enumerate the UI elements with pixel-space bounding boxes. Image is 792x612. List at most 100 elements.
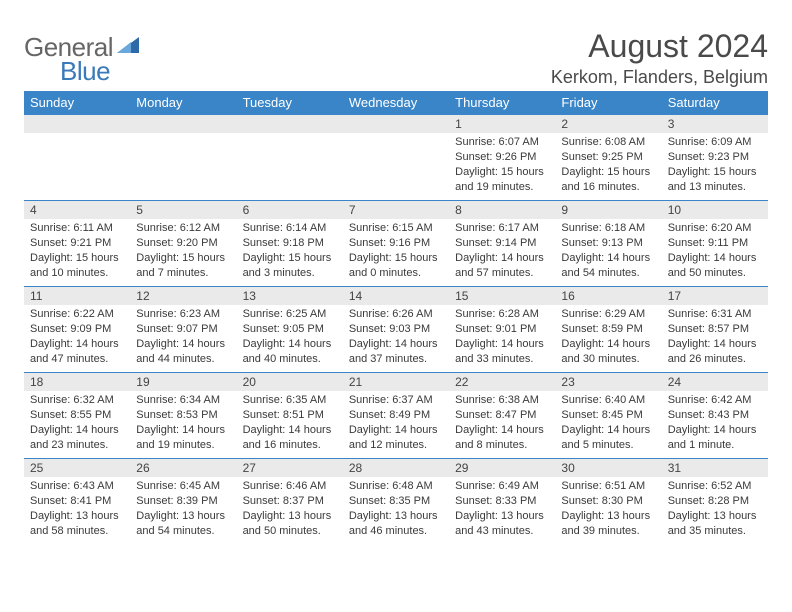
day-details: Sunrise: 6:23 AMSunset: 9:07 PMDaylight:… — [130, 305, 236, 370]
daylight-line: Daylight: 15 hours and 19 minutes. — [455, 165, 549, 195]
calendar-table: SundayMondayTuesdayWednesdayThursdayFrid… — [24, 91, 768, 545]
sunrise-line: Sunrise: 6:43 AM — [30, 479, 124, 494]
daylight-line: Daylight: 14 hours and 47 minutes. — [30, 337, 124, 367]
month-title: August 2024 — [551, 28, 768, 65]
calendar-cell — [24, 115, 130, 201]
sunrise-line: Sunrise: 6:48 AM — [349, 479, 443, 494]
sunrise-line: Sunrise: 6:52 AM — [668, 479, 762, 494]
day-number: 8 — [449, 201, 555, 219]
sunset-line: Sunset: 8:53 PM — [136, 408, 230, 423]
sunrise-line: Sunrise: 6:14 AM — [243, 221, 337, 236]
daylight-line: Daylight: 14 hours and 50 minutes. — [668, 251, 762, 281]
sunrise-line: Sunrise: 6:35 AM — [243, 393, 337, 408]
sunset-line: Sunset: 9:21 PM — [30, 236, 124, 251]
calendar-cell: 9Sunrise: 6:18 AMSunset: 9:13 PMDaylight… — [555, 201, 661, 287]
dayname-row: SundayMondayTuesdayWednesdayThursdayFrid… — [24, 91, 768, 115]
calendar-cell: 6Sunrise: 6:14 AMSunset: 9:18 PMDaylight… — [237, 201, 343, 287]
day-number: 22 — [449, 373, 555, 391]
calendar-cell: 22Sunrise: 6:38 AMSunset: 8:47 PMDayligh… — [449, 373, 555, 459]
calendar-cell: 23Sunrise: 6:40 AMSunset: 8:45 PMDayligh… — [555, 373, 661, 459]
calendar-cell: 10Sunrise: 6:20 AMSunset: 9:11 PMDayligh… — [662, 201, 768, 287]
sunrise-line: Sunrise: 6:46 AM — [243, 479, 337, 494]
sunset-line: Sunset: 9:09 PM — [30, 322, 124, 337]
sunset-line: Sunset: 8:45 PM — [561, 408, 655, 423]
calendar-cell: 2Sunrise: 6:08 AMSunset: 9:25 PMDaylight… — [555, 115, 661, 201]
calendar-cell: 11Sunrise: 6:22 AMSunset: 9:09 PMDayligh… — [24, 287, 130, 373]
dayname-wednesday: Wednesday — [343, 91, 449, 115]
calendar-cell: 20Sunrise: 6:35 AMSunset: 8:51 PMDayligh… — [237, 373, 343, 459]
sunset-line: Sunset: 9:18 PM — [243, 236, 337, 251]
sunrise-line: Sunrise: 6:26 AM — [349, 307, 443, 322]
daylight-line: Daylight: 14 hours and 8 minutes. — [455, 423, 549, 453]
sunrise-line: Sunrise: 6:09 AM — [668, 135, 762, 150]
sunrise-line: Sunrise: 6:31 AM — [668, 307, 762, 322]
daylight-line: Daylight: 14 hours and 30 minutes. — [561, 337, 655, 367]
sunrise-line: Sunrise: 6:32 AM — [30, 393, 124, 408]
calendar-cell: 16Sunrise: 6:29 AMSunset: 8:59 PMDayligh… — [555, 287, 661, 373]
day-number: 28 — [343, 459, 449, 477]
sunset-line: Sunset: 8:43 PM — [668, 408, 762, 423]
day-details: Sunrise: 6:22 AMSunset: 9:09 PMDaylight:… — [24, 305, 130, 370]
sunrise-line: Sunrise: 6:08 AM — [561, 135, 655, 150]
sunset-line: Sunset: 9:25 PM — [561, 150, 655, 165]
day-details: Sunrise: 6:15 AMSunset: 9:16 PMDaylight:… — [343, 219, 449, 284]
day-details: Sunrise: 6:11 AMSunset: 9:21 PMDaylight:… — [24, 219, 130, 284]
sunrise-line: Sunrise: 6:15 AM — [349, 221, 443, 236]
logo-mark-icon — [117, 35, 139, 60]
daylight-line: Daylight: 15 hours and 10 minutes. — [30, 251, 124, 281]
sunset-line: Sunset: 9:20 PM — [136, 236, 230, 251]
sunrise-line: Sunrise: 6:38 AM — [455, 393, 549, 408]
empty-day — [237, 115, 343, 133]
sunset-line: Sunset: 8:49 PM — [349, 408, 443, 423]
daylight-line: Daylight: 14 hours and 1 minute. — [668, 423, 762, 453]
calendar-cell — [343, 115, 449, 201]
daylight-line: Daylight: 13 hours and 39 minutes. — [561, 509, 655, 539]
sunset-line: Sunset: 8:33 PM — [455, 494, 549, 509]
sunrise-line: Sunrise: 6:18 AM — [561, 221, 655, 236]
calendar-cell: 13Sunrise: 6:25 AMSunset: 9:05 PMDayligh… — [237, 287, 343, 373]
logo-text-blue: Blue — [60, 56, 110, 87]
day-details: Sunrise: 6:29 AMSunset: 8:59 PMDaylight:… — [555, 305, 661, 370]
calendar-row: 25Sunrise: 6:43 AMSunset: 8:41 PMDayligh… — [24, 459, 768, 545]
calendar-cell: 17Sunrise: 6:31 AMSunset: 8:57 PMDayligh… — [662, 287, 768, 373]
calendar-cell: 29Sunrise: 6:49 AMSunset: 8:33 PMDayligh… — [449, 459, 555, 545]
dayname-monday: Monday — [130, 91, 236, 115]
day-number: 19 — [130, 373, 236, 391]
calendar-cell — [130, 115, 236, 201]
day-details: Sunrise: 6:40 AMSunset: 8:45 PMDaylight:… — [555, 391, 661, 456]
day-details: Sunrise: 6:20 AMSunset: 9:11 PMDaylight:… — [662, 219, 768, 284]
daylight-line: Daylight: 14 hours and 12 minutes. — [349, 423, 443, 453]
sunset-line: Sunset: 9:03 PM — [349, 322, 443, 337]
day-number: 1 — [449, 115, 555, 133]
daylight-line: Daylight: 15 hours and 7 minutes. — [136, 251, 230, 281]
location: Kerkom, Flanders, Belgium — [551, 67, 768, 88]
sunset-line: Sunset: 9:11 PM — [668, 236, 762, 251]
sunset-line: Sunset: 8:59 PM — [561, 322, 655, 337]
calendar-cell: 8Sunrise: 6:17 AMSunset: 9:14 PMDaylight… — [449, 201, 555, 287]
day-details: Sunrise: 6:14 AMSunset: 9:18 PMDaylight:… — [237, 219, 343, 284]
day-details: Sunrise: 6:31 AMSunset: 8:57 PMDaylight:… — [662, 305, 768, 370]
sunset-line: Sunset: 8:57 PM — [668, 322, 762, 337]
calendar-cell — [237, 115, 343, 201]
daylight-line: Daylight: 14 hours and 23 minutes. — [30, 423, 124, 453]
day-number: 10 — [662, 201, 768, 219]
calendar-cell: 18Sunrise: 6:32 AMSunset: 8:55 PMDayligh… — [24, 373, 130, 459]
calendar-cell: 28Sunrise: 6:48 AMSunset: 8:35 PMDayligh… — [343, 459, 449, 545]
daylight-line: Daylight: 14 hours and 33 minutes. — [455, 337, 549, 367]
day-number: 26 — [130, 459, 236, 477]
daylight-line: Daylight: 15 hours and 0 minutes. — [349, 251, 443, 281]
day-number: 31 — [662, 459, 768, 477]
daylight-line: Daylight: 14 hours and 54 minutes. — [561, 251, 655, 281]
day-details: Sunrise: 6:43 AMSunset: 8:41 PMDaylight:… — [24, 477, 130, 542]
day-details: Sunrise: 6:34 AMSunset: 8:53 PMDaylight:… — [130, 391, 236, 456]
calendar-cell: 3Sunrise: 6:09 AMSunset: 9:23 PMDaylight… — [662, 115, 768, 201]
day-number: 3 — [662, 115, 768, 133]
daylight-line: Daylight: 15 hours and 13 minutes. — [668, 165, 762, 195]
calendar-row: 1Sunrise: 6:07 AMSunset: 9:26 PMDaylight… — [24, 115, 768, 201]
dayname-friday: Friday — [555, 91, 661, 115]
sunrise-line: Sunrise: 6:07 AM — [455, 135, 549, 150]
day-number: 17 — [662, 287, 768, 305]
day-details: Sunrise: 6:38 AMSunset: 8:47 PMDaylight:… — [449, 391, 555, 456]
dayname-saturday: Saturday — [662, 91, 768, 115]
calendar-row: 4Sunrise: 6:11 AMSunset: 9:21 PMDaylight… — [24, 201, 768, 287]
